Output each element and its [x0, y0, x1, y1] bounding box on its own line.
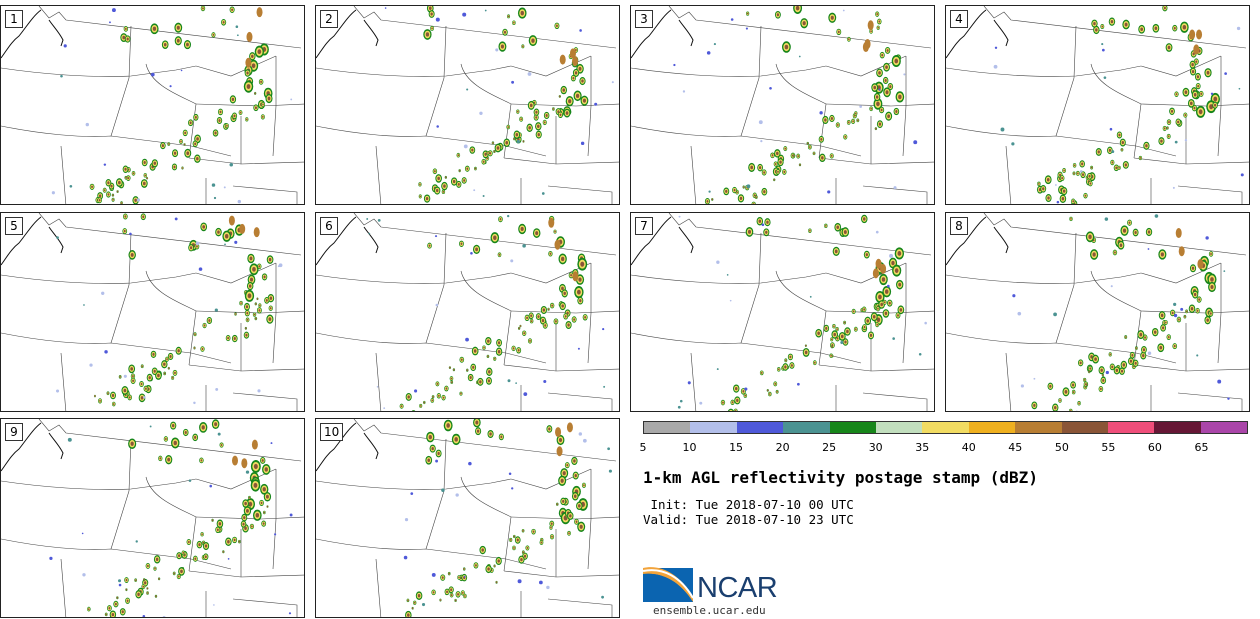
colorbar-tick-label: 40	[961, 441, 976, 454]
colorbar-tick-label: 25	[822, 441, 837, 454]
colorbar-segment	[875, 422, 923, 433]
colorbar-segment	[829, 422, 876, 433]
colorbar-tick-label: 30	[868, 441, 883, 454]
valid-time: Valid: Tue 2018-07-10 23 UTC	[643, 512, 854, 527]
colorbar-tick-label: 45	[1008, 441, 1023, 454]
member-number-8: 8	[950, 217, 968, 235]
colorbar-segment	[1154, 422, 1201, 433]
colorbar-tick-label: 10	[682, 441, 697, 454]
member-map-4	[946, 6, 1249, 204]
member-panel-5: 5	[0, 212, 305, 412]
member-panel-7: 7	[630, 212, 935, 412]
member-panel-6: 6	[315, 212, 620, 412]
colorbar-tick-label: 5	[639, 441, 647, 454]
colorbar-tick-label: 65	[1194, 441, 1209, 454]
colorbar-segment	[783, 422, 830, 433]
member-panel-1: 1	[0, 5, 305, 205]
member-number-6: 6	[320, 217, 338, 235]
colorbar-tick-labels: 5 10 15 20 25 30 35 40 45 50 55 60 65	[639, 441, 1248, 455]
member-map-3	[631, 6, 934, 204]
ncar-logo-mark	[643, 567, 694, 602]
member-map-8	[946, 213, 1249, 411]
plot-title: 1-km AGL reflectivity postage stamp (dBZ…	[643, 468, 1038, 487]
member-map-5	[1, 213, 304, 411]
colorbar-segment	[1061, 422, 1108, 433]
ncar-logo-url: ensemble.ucar.edu	[653, 604, 766, 617]
colorbar-segment	[644, 422, 691, 433]
member-number-1: 1	[5, 10, 23, 28]
colorbar-tick-label: 60	[1147, 441, 1162, 454]
member-number-5: 5	[5, 217, 23, 235]
member-panel-9: 9	[0, 418, 305, 618]
member-number-2: 2	[320, 10, 338, 28]
colorbar-segment	[736, 422, 784, 433]
member-number-4: 4	[950, 10, 968, 28]
member-number-10: 10	[320, 423, 344, 441]
colorbar-segment	[1107, 422, 1155, 433]
member-number-9: 9	[5, 423, 23, 441]
member-map-10	[316, 419, 619, 617]
member-map-7	[631, 213, 934, 411]
member-map-6	[316, 213, 619, 411]
colorbar-tick-label: 55	[1101, 441, 1116, 454]
colorbar-tick-label: 20	[775, 441, 790, 454]
member-map-9	[1, 419, 304, 617]
reflectivity-colorbar	[643, 421, 1248, 434]
ncar-logo-text: NCAR	[697, 572, 778, 604]
member-panel-4: 4	[945, 5, 1250, 205]
colorbar-segment	[1200, 422, 1248, 433]
member-panel-10: 10	[315, 418, 620, 618]
member-panel-2: 2	[315, 5, 620, 205]
colorbar-segment	[690, 422, 737, 433]
colorbar-tick-label: 50	[1054, 441, 1069, 454]
member-map-2	[316, 6, 619, 204]
colorbar-tick-label: 35	[915, 441, 930, 454]
member-panel-8: 8	[945, 212, 1250, 412]
colorbar-tick-label: 15	[729, 441, 744, 454]
member-panel-3: 3	[630, 5, 935, 205]
member-number-7: 7	[635, 217, 653, 235]
member-map-1	[1, 6, 304, 204]
colorbar-segment	[1015, 422, 1062, 433]
colorbar-segment	[922, 422, 969, 433]
colorbar-segment	[968, 422, 1016, 433]
init-time: Init: Tue 2018-07-10 00 UTC	[643, 497, 854, 512]
member-number-3: 3	[635, 10, 653, 28]
